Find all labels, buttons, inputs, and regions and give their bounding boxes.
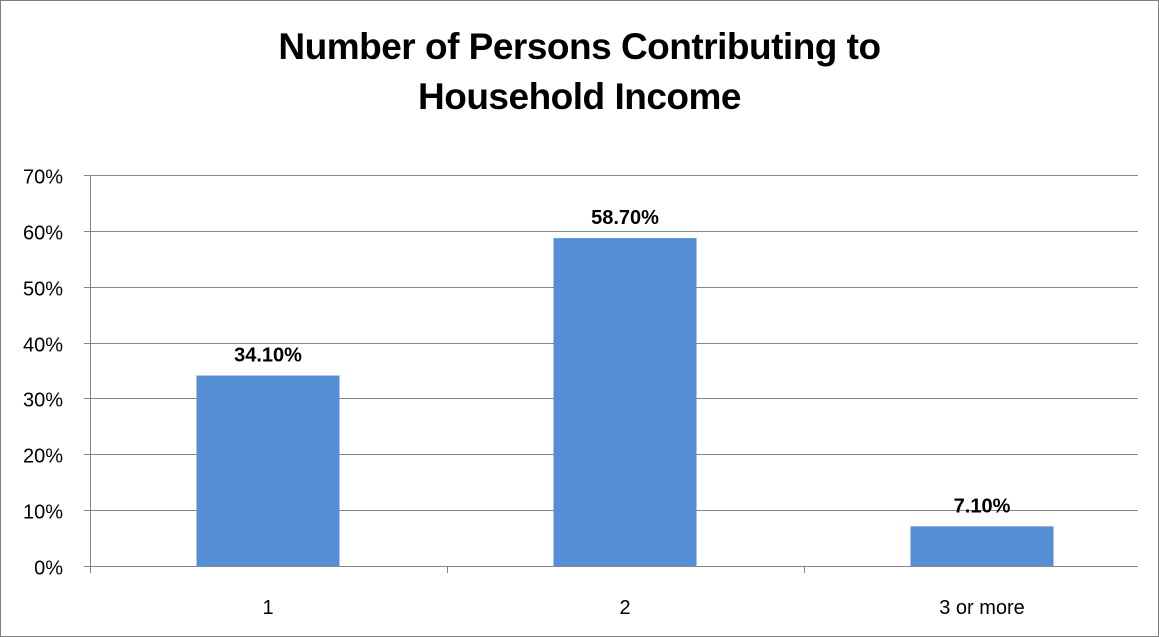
y-tick-label: 10%: [23, 502, 63, 524]
y-tick-label: 40%: [23, 335, 63, 357]
data-label: 58.70%: [591, 207, 659, 229]
y-tick-label: 50%: [23, 279, 63, 301]
y-tick-label: 0%: [34, 558, 63, 580]
y-tick-label: 30%: [23, 390, 63, 412]
bar-3: [910, 526, 1054, 566]
chart-title: Number of Persons Contributing to Househ…: [0, 22, 1159, 122]
x-tick-label: 1: [262, 597, 273, 619]
bar-1: [196, 375, 340, 566]
data-label: 34.10%: [234, 345, 302, 367]
y-tick-label: 20%: [23, 446, 63, 468]
x-tick-label: 2: [619, 597, 630, 619]
chart-title-line-2: Household Income: [418, 76, 741, 117]
chart-title-line-1: Number of Persons Contributing to: [278, 26, 881, 67]
y-tick-label: 60%: [23, 223, 63, 245]
x-tick-label: 3 or more: [939, 597, 1025, 619]
y-tick-label: 70%: [23, 167, 63, 189]
data-label: 7.10%: [954, 495, 1011, 517]
bar-2: [553, 238, 697, 566]
